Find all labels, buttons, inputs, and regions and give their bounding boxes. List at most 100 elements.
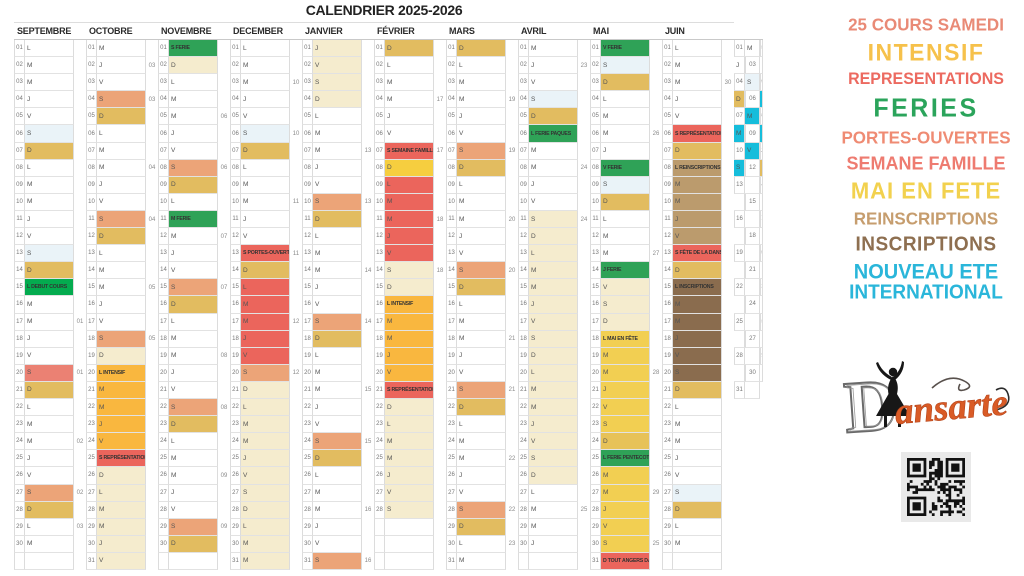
course-counter-cell <box>362 108 374 125</box>
day-cell: L <box>529 245 578 263</box>
course-counter-cell <box>434 382 446 399</box>
course-counter-cell: 13 <box>364 148 372 155</box>
month-4: DECEMBER 01 L 02 M 03 M 10 04 J 05 V 06 S 10 07 D 08 L 09 M 1… <box>230 22 302 570</box>
day-cell <box>169 552 218 570</box>
day-number-cell: 16 <box>14 296 25 314</box>
course-counter-cell <box>506 365 518 382</box>
day-number-cell: 26 <box>446 467 457 485</box>
day-cell: L <box>673 40 722 58</box>
course-counter-cell <box>434 536 446 553</box>
course-counter-cell <box>506 296 518 313</box>
course-counter-cell <box>434 399 446 416</box>
day-number-cell: 09 <box>745 125 760 143</box>
month-name: JANVIER <box>302 22 374 40</box>
course-counter-cell <box>722 382 734 399</box>
course-counter-cell: 08 <box>220 353 228 360</box>
day-number-cell: 26 <box>662 467 673 485</box>
course-counter-cell <box>362 296 374 313</box>
day-number-cell: 24 <box>158 433 169 451</box>
course-counter-cell <box>74 228 86 245</box>
course-counter-cell <box>74 177 86 194</box>
day-number-cell: 08 <box>374 159 385 177</box>
course-counter-cell <box>146 553 158 570</box>
day-number-cell: 30 <box>86 535 97 553</box>
day-number-cell: 02 <box>446 57 457 75</box>
day-cell: S <box>169 159 218 177</box>
course-counter-cell: 24 <box>580 216 588 223</box>
day-cell: D <box>97 108 146 126</box>
day-cell: M <box>673 57 722 75</box>
day-cell: V <box>97 552 146 570</box>
day-number-cell: 29 <box>158 518 169 536</box>
course-counter-cell <box>218 485 230 502</box>
day-cell: L <box>673 399 722 417</box>
day-number-cell: 26 <box>518 467 529 485</box>
day-number-cell: 14 <box>374 262 385 280</box>
day-number-cell: 01 <box>518 40 529 58</box>
day-cell: V <box>529 193 578 211</box>
day-number-cell: 15 <box>230 279 241 297</box>
course-counter-cell <box>722 314 734 331</box>
course-counter-cell <box>146 365 158 382</box>
course-counter-cell <box>434 348 446 365</box>
day-number-cell: 14 <box>590 262 601 280</box>
day-cell: M <box>601 108 650 126</box>
day-cell: S <box>169 279 218 297</box>
course-counter-cell <box>434 416 446 433</box>
day-cell: J <box>601 142 650 160</box>
day-number-cell: 16 <box>518 296 529 314</box>
day-cell: M <box>457 552 506 570</box>
course-counter-cell <box>290 348 302 365</box>
day-cell: M <box>313 125 362 143</box>
day-number-cell: 21 <box>745 262 760 280</box>
legend-item-inscriptions: INSCRIPTIONS <box>855 233 997 256</box>
day-cell: M <box>601 484 650 502</box>
day-number-cell: 21 <box>374 381 385 400</box>
day-cell: V <box>169 501 218 519</box>
day-cell: M <box>529 142 578 160</box>
day-number-cell: 03 <box>86 74 97 92</box>
day-number-cell: 11 <box>158 210 169 229</box>
course-counter-cell <box>362 245 374 262</box>
course-counter-cell <box>434 553 446 570</box>
day-number-cell: 04 <box>662 91 673 109</box>
course-counter-cell <box>218 331 230 348</box>
day-number-cell: 04 <box>374 91 385 109</box>
day-number-cell: 22 <box>230 399 241 417</box>
day-number-cell: 27 <box>374 484 385 502</box>
day-number-cell: 19 <box>662 347 673 365</box>
course-counter-cell <box>650 74 662 91</box>
course-counter-cell <box>74 74 86 91</box>
day-number-cell: 18 <box>518 330 529 348</box>
day-cell: M <box>529 40 578 58</box>
day-number-cell: 09 <box>86 176 97 194</box>
course-counter-cell: 28 <box>652 370 660 377</box>
course-counter-cell <box>290 228 302 245</box>
day-cell: L <box>457 296 506 314</box>
course-counter-cell <box>74 331 86 348</box>
day-cell: D <box>313 330 362 348</box>
day-number-cell: 29 <box>302 518 313 536</box>
day-number-cell: 09 <box>14 176 25 194</box>
day-number-cell: 09 <box>662 176 673 194</box>
day-number-cell: 23 <box>446 416 457 434</box>
course-counter-cell <box>650 416 662 433</box>
course-counter-cell <box>74 382 86 399</box>
course-counter-cell <box>578 382 590 399</box>
day-number-cell: 28 <box>590 501 601 519</box>
day-number-cell: 14 <box>662 262 673 280</box>
course-counter-cell <box>290 467 302 484</box>
day-number-cell: 26 <box>374 467 385 485</box>
day-cell: V FERIE <box>601 40 650 58</box>
course-counter-cell: 20 <box>508 267 516 274</box>
day-cell: M <box>385 450 434 468</box>
day-number-cell: 28 <box>446 501 457 519</box>
day-number-cell: 15 <box>86 279 97 297</box>
course-counter-cell <box>218 57 230 74</box>
day-cell: S <box>529 91 578 109</box>
day-number-cell: 24 <box>86 433 97 451</box>
day-number-cell: 25 <box>230 450 241 468</box>
day-cell: J <box>529 416 578 434</box>
day-cell: S <box>601 296 650 314</box>
day-number-cell: 13 <box>662 245 673 263</box>
